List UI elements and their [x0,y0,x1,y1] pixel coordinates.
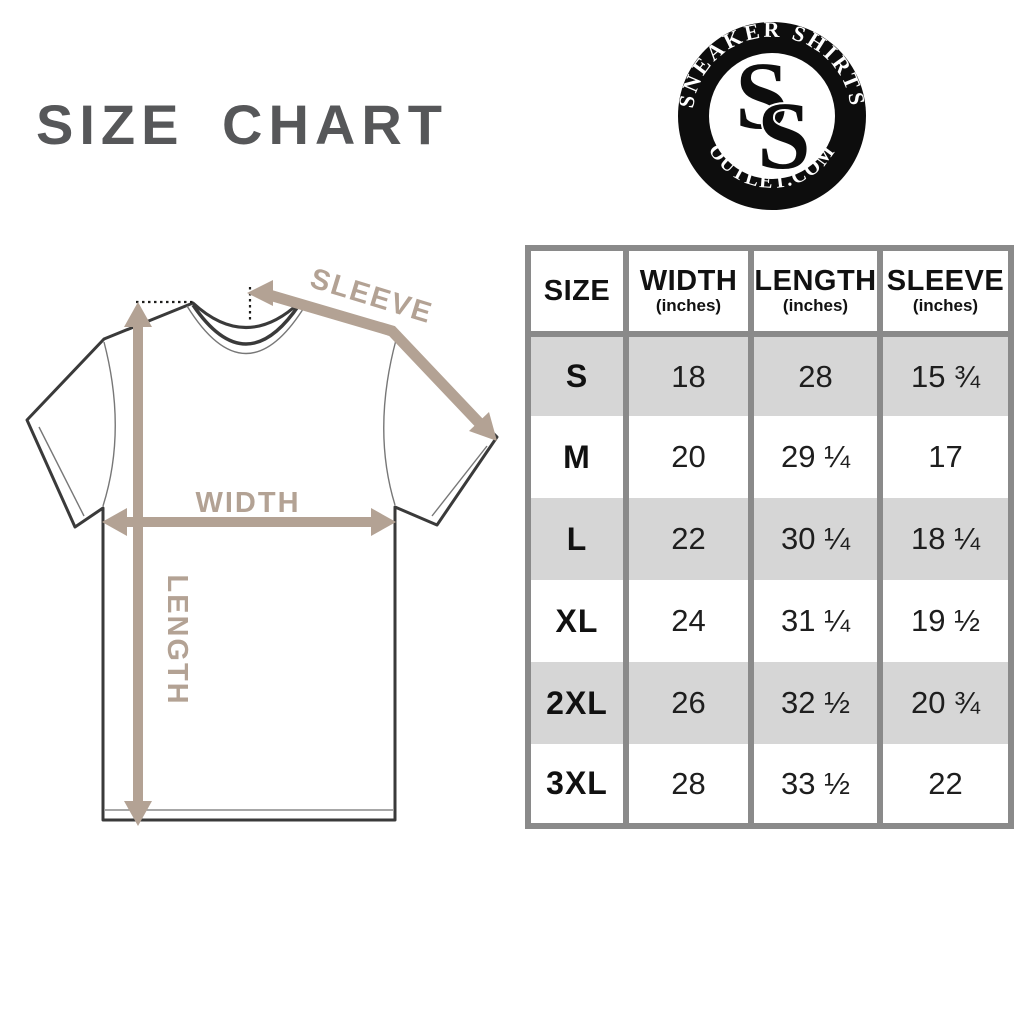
col-header-length: LENGTH (inches) [748,248,880,337]
table-row: XL 24 31 ¼ 19 ½ [528,580,1011,662]
size-cell: S [565,358,589,394]
logo-inner-circle [709,53,835,179]
col-header-size-label: SIZE [543,274,611,307]
size-cell: L [566,520,588,557]
collar-inner-seam [191,304,301,346]
tshirt-diagram: WIDTH LENGTH SLEEVE [25,263,499,826]
col-header-length-sublabel: (inches) [782,295,849,315]
col-header-sleeve: SLEEVE (inches) [877,248,1011,337]
col-header-sleeve-label: SLEEVE [886,265,1005,298]
table-row: 2XL 26 32 ½ 20 ¾ [528,662,1011,744]
right-cuff-seam [431,445,488,517]
length-arrow [124,302,152,826]
size-cell: XL [555,602,599,639]
size-table: SIZE WIDTH (inches) LENGTH (inches) SLEE… [525,245,1014,829]
logo-ss-monogram-icon: S S [733,40,812,191]
col-header-length-label: LENGTH [754,265,877,298]
monogram-s1: S [735,42,788,149]
width-value-cell: 28 [623,744,751,826]
col-header-sleeve-sublabel: (inches) [912,295,979,315]
sleeve-value-cell: 22 [877,744,1011,826]
right-armhole-seam [383,339,397,506]
collar-outer-seam [186,305,306,355]
shirt-outline [25,301,499,822]
table-row: M 20 29 ¼ 17 [528,416,1011,498]
size-cell: 3XL [546,765,608,801]
size-cell: 2XL [546,684,608,721]
left-armhole-seam [102,341,116,507]
sleeve-value-cell: 19 ½ [877,580,1011,662]
width-value-cell: 24 [623,580,751,662]
width-value-cell: 18 [623,334,751,416]
table-row: L 22 30 ¼ 18 ¼ [528,498,1011,580]
sleeve-value-cell: 17 [877,416,1011,498]
table-row: S 18 28 15 ¾ [528,334,1011,416]
length-label: LENGTH [161,574,193,705]
col-header-size: SIZE [528,248,626,337]
col-header-width: WIDTH (inches) [623,248,751,337]
sleeve-value-cell: 18 ¼ [877,498,1011,580]
width-label: WIDTH [195,487,300,519]
width-value-cell: 22 [623,498,751,580]
length-value-cell: 32 ½ [748,662,880,744]
col-header-width-sublabel: (inches) [655,295,722,315]
sleeve-value-cell: 15 ¾ [877,334,1011,416]
length-value-cell: 31 ¼ [748,580,880,662]
left-cuff-seam [38,426,85,517]
table-row: 3XL 28 33 ½ 22 [528,744,1011,826]
length-value-cell: 30 ¼ [748,498,880,580]
length-value-cell: 28 [748,334,880,416]
width-value-cell: 20 [623,416,751,498]
width-value-cell: 26 [623,662,751,744]
sleeve-arrow [247,280,497,441]
sleeve-value-cell: 20 ¾ [877,662,1011,744]
width-arrow [102,508,396,536]
page-title: SIZE CHART [36,93,448,156]
size-table-body: S 18 28 15 ¾ M 20 29 ¼ 17 L 22 30 ¼ 18 ¼… [528,334,1011,826]
length-value-cell: 29 ¼ [748,416,880,498]
size-cell: M [563,438,591,475]
monogram-s2: S [757,82,810,189]
brand-logo-icon: SNEAKER SHIRTS OUTLET.COM S S [673,17,870,214]
length-value-cell: 33 ½ [748,744,880,826]
table-header-row: SIZE WIDTH (inches) LENGTH (inches) SLEE… [528,248,1011,337]
col-header-width-label: WIDTH [639,265,738,298]
